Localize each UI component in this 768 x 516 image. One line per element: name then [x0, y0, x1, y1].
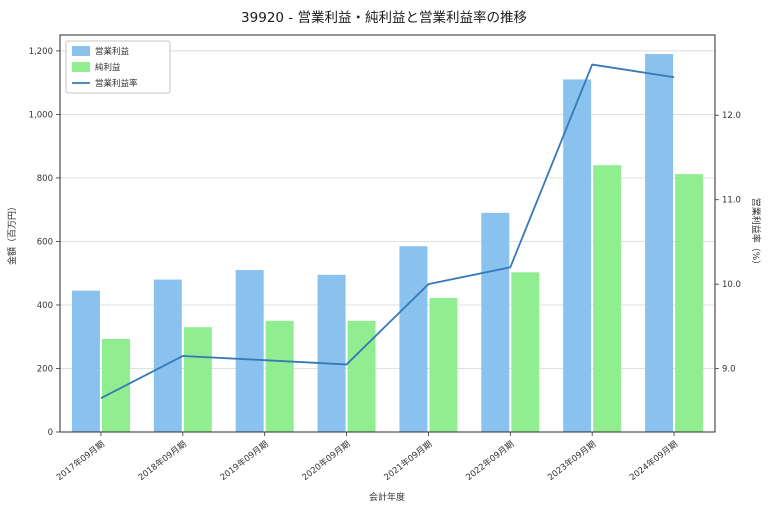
y-axis-label-left: 金額（百万円） [6, 202, 18, 265]
x-tick-label: 2021年09月期 [382, 439, 434, 483]
legend-label-純利益: 純利益 [95, 62, 121, 73]
bar-営業利益-2 [235, 270, 264, 432]
y-tick-label-right: 9.0 [722, 365, 736, 375]
bar-純利益-6 [593, 165, 622, 432]
bar-純利益-7 [675, 174, 704, 432]
y-tick-label-right: 11.0 [722, 196, 741, 206]
line-営業利益率 [100, 63, 675, 400]
x-axis-label: 会計年度 [369, 491, 405, 503]
bar-営業利益-4 [399, 246, 428, 432]
legend-label-営業利益: 営業利益 [95, 46, 130, 57]
y-tick-label-right: 10.0 [722, 280, 741, 290]
plot-frame [59, 34, 716, 433]
x-tick-label: 2017年09月期 [54, 439, 106, 483]
bar-営業利益-3 [317, 274, 346, 432]
y-tick-label-left: 800 [37, 174, 53, 184]
x-tick-label: 2023年09月期 [546, 439, 598, 483]
bar-純利益-3 [347, 320, 376, 432]
bar-営業利益-6 [563, 79, 592, 433]
legend-swatch-営業利益 [72, 46, 90, 56]
x-tick-label: 2018年09月期 [136, 439, 188, 483]
y-tick-label-right: 12.0 [722, 111, 741, 121]
legend-swatch-純利益 [72, 62, 90, 72]
x-tick-label: 2019年09月期 [218, 439, 270, 483]
bar-営業利益-7 [645, 54, 674, 432]
y-tick-label-left: 600 [37, 237, 53, 247]
x-tick-label: 2020年09月期 [300, 439, 352, 483]
bar-営業利益-0 [71, 290, 100, 432]
y-tick-label-left: 200 [37, 364, 53, 374]
plot-area: 0 200 400 600 800 1,000 1,200 9.0 10.0 11.0 12.0 20… [29, 34, 741, 483]
x-tick-label: 2024年09月期 [627, 439, 679, 483]
bar-営業利益-5 [481, 212, 510, 432]
chart-title: 39920 - 営業利益・純利益と営業利益率の推移 [241, 9, 527, 26]
legend-label-営業利益率: 営業利益率 [95, 78, 138, 89]
y-tick-label-left: 400 [37, 301, 53, 311]
bar-純利益-1 [183, 327, 212, 432]
y-axis-label-right: 営業利益率（%） [750, 198, 762, 270]
bar-営業利益-1 [153, 279, 182, 432]
bar-純利益-5 [511, 272, 540, 432]
legend-box [65, 40, 171, 94]
bar-純利益-2 [265, 320, 294, 432]
y-tick-label-left: 1,000 [29, 110, 53, 120]
y-tick-label-left: 0 [48, 428, 53, 438]
y-tick-label-left: 1,200 [29, 47, 53, 57]
x-tick-label: 2022年09月期 [464, 439, 516, 483]
bar-純利益-4 [429, 297, 458, 432]
